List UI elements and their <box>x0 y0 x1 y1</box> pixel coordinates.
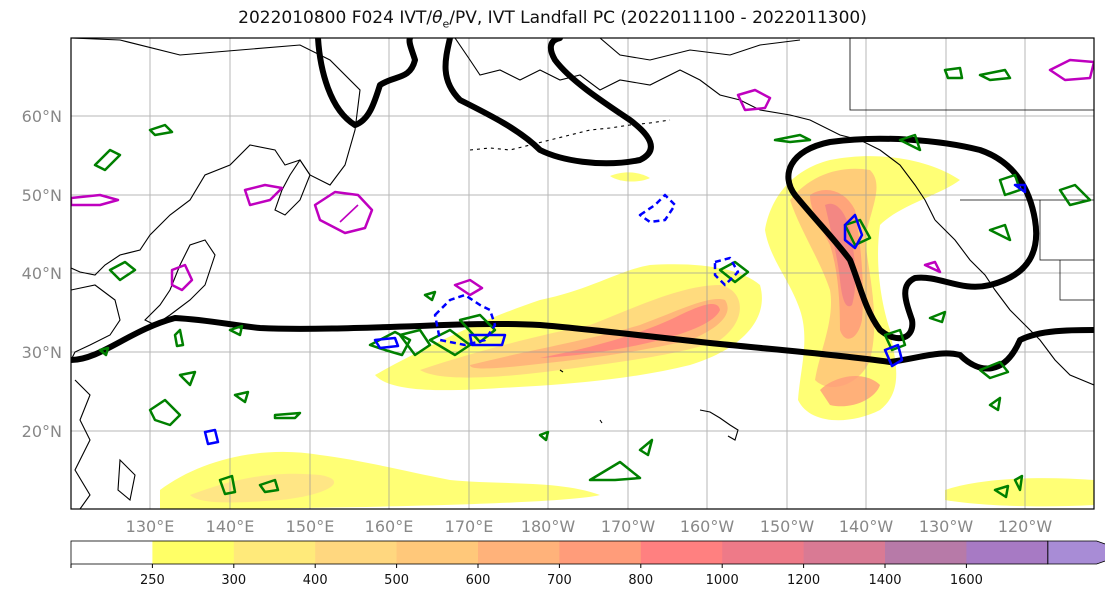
colorbar-tick-label: 500 <box>384 573 409 588</box>
lon-label: 160°E <box>365 517 414 536</box>
lon-label: 150°W <box>760 517 815 536</box>
colorbar-segment <box>71 541 153 564</box>
lon-label: 140°W <box>839 517 894 536</box>
lon-label: 180°W <box>521 517 576 536</box>
colorbar-segment <box>315 541 398 564</box>
colorbar-tick-label: 250 <box>140 573 165 588</box>
colorbar-segment <box>478 541 560 564</box>
colorbar-extend-arrow <box>1047 540 1105 565</box>
pv-negative-contours <box>203 183 1027 446</box>
colorbar-segment <box>233 541 316 564</box>
colorbar-segment <box>966 541 1049 564</box>
colorbar-segment <box>640 541 723 564</box>
ivt-landfall-pc-contours <box>71 38 1094 372</box>
colorbar-tick-label: 800 <box>628 573 653 588</box>
longitude-labels: 130°E 140°E 150°E 160°E 170°E 180°W 170°… <box>126 517 1053 536</box>
colorbar-tick-label: 700 <box>547 573 572 588</box>
colorbar-segment <box>885 541 967 564</box>
colorbar-tick-label: 400 <box>303 573 328 588</box>
colorbar-tick-label: 300 <box>221 573 246 588</box>
map-title: 2022010800 F024 IVT/θe/PV, IVT Landfall … <box>238 8 867 31</box>
lon-label: 170°W <box>601 517 656 536</box>
lon-label: 150°E <box>286 517 335 536</box>
lat-label: 60°N <box>22 107 62 126</box>
lon-label: 130°W <box>919 517 974 536</box>
lat-label: 30°N <box>22 343 62 362</box>
colorbar-tick-label: 1600 <box>950 573 983 588</box>
coastlines <box>71 38 1094 509</box>
colorbar-segment <box>152 541 235 564</box>
lon-label: 160°W <box>680 517 735 536</box>
colorbar-tick-label: 1000 <box>706 573 739 588</box>
map-frame <box>70 37 1095 510</box>
colorbar-segment <box>559 541 642 564</box>
lon-label: 120°W <box>998 517 1053 536</box>
colorbar-segment <box>722 541 805 564</box>
lat-label: 50°N <box>22 186 62 205</box>
pv-high-contours <box>71 58 1094 297</box>
lat-label: 40°N <box>22 264 62 283</box>
lon-label: 130°E <box>126 517 175 536</box>
gridlines <box>71 38 1094 509</box>
lat-label: 20°N <box>22 422 62 441</box>
lon-label: 140°E <box>206 517 255 536</box>
colorbar-tick-label: 1200 <box>787 573 820 588</box>
colorbar-segment <box>803 541 886 564</box>
latitude-labels: 60°N 50°N 40°N 30°N 20°N <box>22 107 62 441</box>
colorbar-tick-label: 600 <box>466 573 491 588</box>
colorbar: 250 300 400 500 600 700 800 1000 1200 1400 1600 <box>70 540 1105 588</box>
colorbar-tick-label: 1400 <box>868 573 901 588</box>
lon-label: 170°E <box>445 517 494 536</box>
colorbar-segment <box>396 541 479 564</box>
